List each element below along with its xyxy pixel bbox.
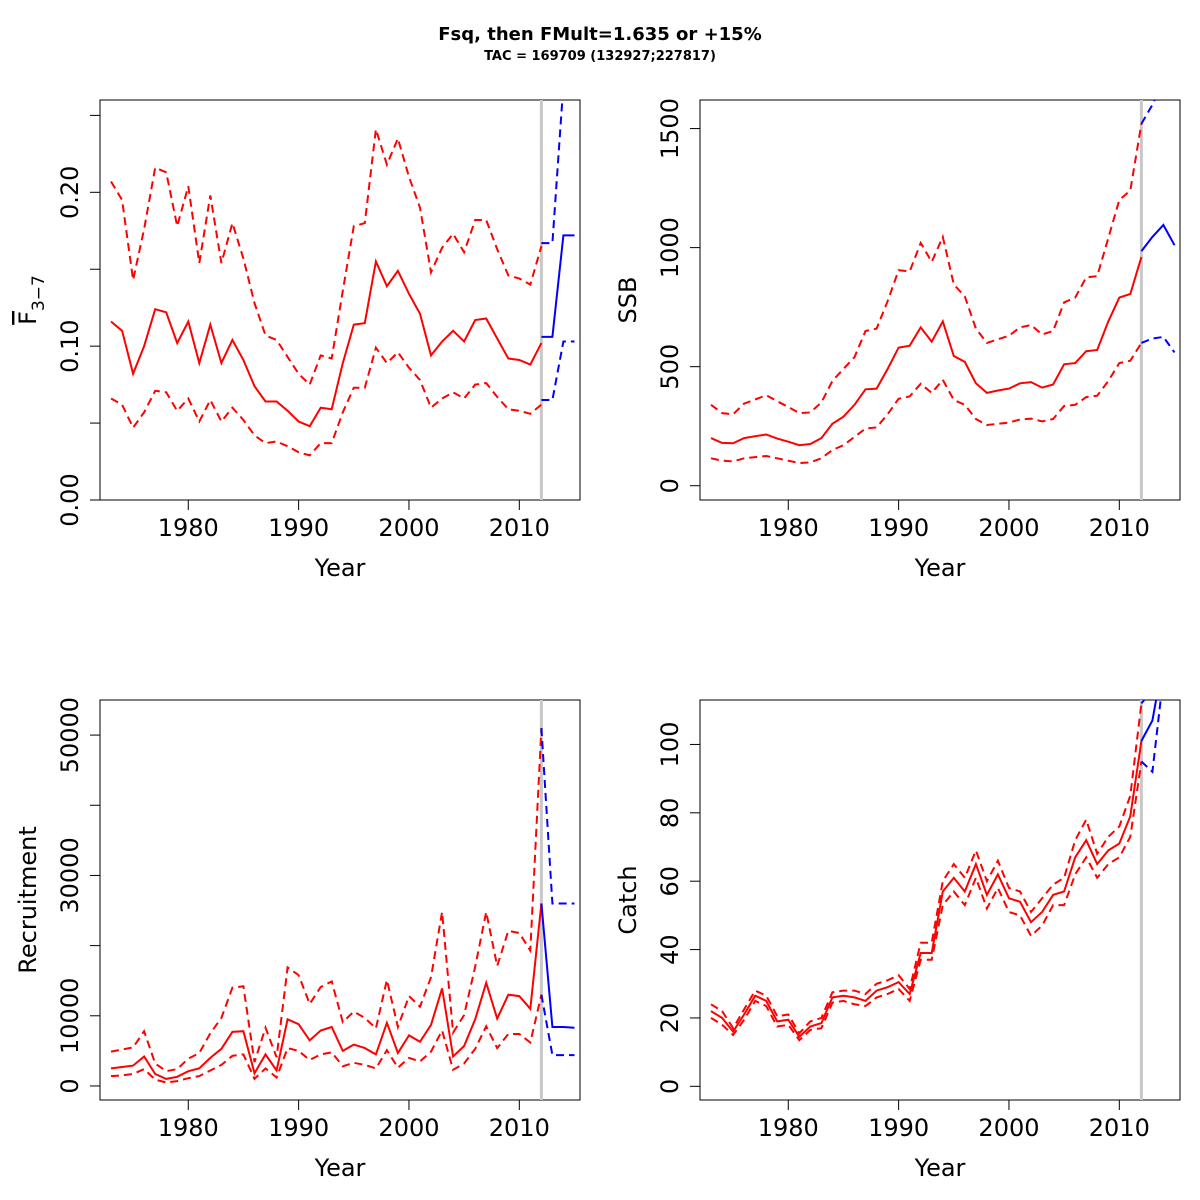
f-x-tick-label: 1990 — [268, 514, 329, 542]
ssb-x-axis-label: Year — [914, 554, 966, 582]
ssb-estimate-line — [710, 256, 1143, 447]
recruitment-plot-frame — [99, 699, 581, 1101]
recruitment-panel: 1980 1990 2000 2010 0 10000 30000 50000 Year Recr… — [14, 697, 581, 1182]
ssb-panel: 1980 1990 2000 2010 0 500 1000 1500 Year SSB — [614, 98, 1181, 582]
recruitment-y-axis-label: Recruitment — [14, 826, 42, 973]
recruitment-x-tick-label: 1980 — [158, 1114, 219, 1142]
f-plot-frame — [99, 99, 581, 501]
f-x-axis-label: Year — [314, 554, 366, 582]
f-x-tick-label: 2000 — [378, 514, 439, 542]
recruitment-x-tick-label: 2010 — [489, 1114, 550, 1142]
catch-x-tick-label: 1980 — [758, 1114, 819, 1142]
catch-x-axis-label: Year — [914, 1154, 966, 1182]
ssb-x-tick-label: 1990 — [868, 514, 929, 542]
catch-x-tick-label: 1990 — [868, 1114, 929, 1142]
f-y-tick-label: 0.00 — [56, 473, 84, 526]
panels: 1980 1990 2000 20100.000.100.20YearF3−71980… — [14, 98, 1181, 1182]
ssb-forecast-upper-line — [1140, 100, 1156, 125]
catch-upper-line — [710, 703, 1143, 1035]
ssb-lower-line — [710, 342, 1143, 465]
ssb-plot-frame — [699, 99, 1181, 501]
catch-y-tick-label: 40 — [656, 934, 684, 965]
catch-forecast-estimate-line — [1140, 700, 1158, 742]
ssb-y-tick-label: 500 — [656, 344, 684, 390]
recruitment-forecast-upper-line — [540, 728, 575, 905]
f-estimate-line — [110, 258, 543, 428]
catch-y-tick-label: 20 — [656, 1003, 684, 1034]
catch-panel: 1980 1990 2000 2010 0 20 40 60 80 100 Year Catch — [614, 699, 1181, 1182]
ssb-y-axis-label: SSB — [614, 277, 642, 324]
catch-y-tick-label: 100 — [656, 722, 684, 768]
f-y-axis-label: F3−7 — [14, 275, 49, 325]
recruitment-estimate-line — [110, 903, 543, 1080]
recruitment-y-tick-label: 30000 — [56, 837, 84, 913]
ssb-forecast-estimate-line — [1140, 223, 1176, 252]
f-y-tick-label: 0.20 — [56, 166, 84, 219]
catch-y-tick-label: 80 — [656, 798, 684, 829]
figure-subtitle: TAC = 169709 (132927;227817) — [484, 49, 716, 64]
recruitment-forecast-estimate-line — [540, 903, 575, 1029]
recruitment-y-tick-label: 50000 — [56, 697, 84, 773]
f-upper-line — [110, 128, 543, 387]
f-series-group — [110, 100, 575, 457]
recruitment-x-tick-label: 2000 — [378, 1114, 439, 1142]
ssb-upper-line — [710, 123, 1143, 416]
catch-x-tick-label: 2000 — [978, 1114, 1039, 1142]
catch-y-tick-label: 0 — [656, 1079, 684, 1094]
catch-forecast-lower-line — [1140, 700, 1162, 774]
recruitment-y-tick-label: 0 — [56, 1078, 84, 1093]
catch-y-axis-label: Catch — [614, 865, 642, 934]
ssb-x-tick-label: 1980 — [758, 514, 819, 542]
f-lower-line — [110, 345, 543, 457]
f-forecast-upper-line — [541, 100, 564, 245]
ssb-y-tick-label: 1500 — [656, 98, 684, 159]
recruitment-x-axis-label: Year — [314, 1154, 366, 1182]
f-panel: 1980 1990 2000 2010 0.00 0.10 0.20 Year F3−7 — [14, 99, 581, 582]
catch-forecast-upper-line — [1140, 700, 1146, 705]
f-x-tick-label: 1980 — [158, 514, 219, 542]
f-x-tick-label: 2010 — [489, 514, 550, 542]
recruitment-forecast-lower-line — [540, 994, 575, 1057]
f-y-tick-label: 0.10 — [56, 319, 84, 372]
ssb-y-tick-label: 0 — [656, 478, 684, 493]
ssb-series-group — [710, 100, 1176, 465]
ssb-x-tick-label: 2010 — [1089, 514, 1150, 542]
f-forecast-estimate-line — [541, 234, 575, 338]
f-forecast-lower-line — [541, 340, 575, 401]
ssb-y-tick-label: 1000 — [656, 217, 684, 278]
ssb-x-tick-label: 2000 — [978, 514, 1039, 542]
figure-title: Fsq, then FMult=1.635 or +15% — [438, 24, 761, 45]
catch-x-tick-label: 2010 — [1089, 1114, 1150, 1142]
recruitment-x-tick-label: 1990 — [268, 1114, 329, 1142]
ssb-forecast-lower-line — [1141, 335, 1176, 353]
catch-lower-line — [710, 761, 1143, 1042]
catch-series-group — [710, 700, 1162, 1042]
recruitment-upper-line — [110, 728, 543, 1073]
catch-y-tick-label: 60 — [656, 866, 684, 897]
recruitment-lower-line — [110, 994, 543, 1084]
catch-estimate-line — [710, 740, 1143, 1039]
catch-plot-frame — [699, 699, 1181, 1101]
recruitment-y-tick-label: 10000 — [56, 978, 84, 1054]
recruitment-series-group — [110, 728, 575, 1084]
